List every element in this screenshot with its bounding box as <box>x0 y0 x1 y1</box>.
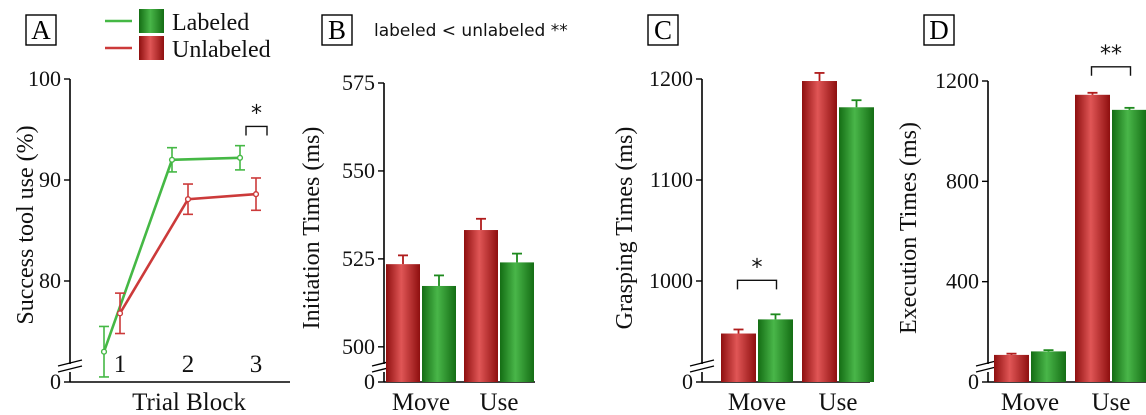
panel-d-bar-unlabeled-move <box>994 354 1029 382</box>
panel-a-y-tick-label: 90 <box>39 167 61 192</box>
panel-c-y-tick-label: 0 <box>682 369 693 394</box>
panel-a-ylabel: Success tool use (%) <box>13 125 39 324</box>
panel-d-significance-bracket <box>1090 66 1132 76</box>
panel-label-D: D <box>923 14 955 46</box>
svg-text:A: A <box>31 15 51 45</box>
panel-a-x-tick-label: 1 <box>114 351 127 378</box>
panel-c-ylabel: Grasping Times (ms) <box>612 127 638 330</box>
panel-d-category-label: Move <box>1001 389 1059 415</box>
panel-d-category-label: Use <box>1092 389 1131 415</box>
panel-d-y-tick-label: 0 <box>968 369 979 394</box>
panel-b-y-tick-label: 525 <box>342 246 375 271</box>
panel-a-x-tick-label: 2 <box>182 351 195 378</box>
panel-a-point <box>236 154 244 161</box>
panel-c-y-tick-label: 1000 <box>649 268 693 293</box>
panel-d-y-tick-label: 1200 <box>935 68 979 93</box>
legend: Labeled Unlabeled <box>105 9 271 63</box>
panel-c-bar-labeled-move <box>758 319 793 382</box>
svg-text:B: B <box>328 15 346 45</box>
panel-a-significance-text: * <box>251 101 262 126</box>
panel-a-y-tick-label: 0 <box>50 369 61 394</box>
panel-a-point <box>168 156 176 163</box>
panel-b-category-label: Move <box>392 389 450 415</box>
panel-b-axis-break-gap <box>372 364 396 372</box>
panel-label-A: A <box>25 14 57 46</box>
panel-a-series-line-labeled <box>102 156 241 353</box>
legend-labeled-label: Labeled <box>172 10 249 36</box>
panel-b-category-label: Use <box>480 389 519 415</box>
svg-text:C: C <box>654 15 672 45</box>
panel-b-y-tick-label: 0 <box>364 369 375 394</box>
panel-d-bar-labeled-use <box>1112 109 1146 383</box>
panel-d-axis-break-gap <box>976 364 1000 372</box>
panel-b-note: labeled < unlabeled ** <box>374 21 568 41</box>
panel-a-point <box>184 196 192 203</box>
panel-a-axis-break <box>57 365 83 373</box>
panel-a-point <box>100 348 108 355</box>
panel-c-category-label: Use <box>819 389 858 415</box>
panel-c-category-label: Move <box>728 389 786 415</box>
panel-b-bar-labeled-move <box>422 285 456 382</box>
panel-c-significance-text: * <box>752 255 763 280</box>
legend-unlabeled-swatch <box>139 36 164 60</box>
panel-d-y-tick-label: 800 <box>946 168 979 193</box>
panel-a-y-tick-label: 100 <box>28 66 61 91</box>
panel-d-significance-text: ** <box>1100 42 1122 67</box>
panel-c-significance-bracket <box>736 279 778 290</box>
panel-d-bar-unlabeled-use <box>1075 94 1110 382</box>
panel-c-bar-labeled-use <box>839 107 874 382</box>
panel-b-ylabel: Initiation Times (ms) <box>299 127 325 330</box>
panel-a-x-tick-label: 3 <box>250 351 263 378</box>
panel-c-bar-unlabeled-move <box>721 333 756 382</box>
panel-a-axis-break <box>57 359 83 367</box>
panel-a-axis-break-gap <box>58 364 82 372</box>
panel-b-bar-unlabeled-use <box>464 230 498 382</box>
panel-label-B: B <box>321 14 353 46</box>
legend-unlabeled-label: Unlabeled <box>172 37 271 63</box>
panel-a-y-tick-label: 80 <box>39 268 61 293</box>
panel-c-axis-break-gap <box>690 364 714 372</box>
panel-a-significance-bracket <box>245 125 268 136</box>
panel-a-point <box>116 310 124 317</box>
panel-c-bar-unlabeled-use <box>802 81 837 383</box>
legend-labeled-swatch <box>139 9 164 33</box>
panel-b-y-tick-label: 575 <box>342 70 375 95</box>
svg-text:D: D <box>929 15 949 45</box>
panel-b-bar-labeled-use <box>500 262 534 382</box>
panel-label-C: C <box>647 14 679 46</box>
panel-c-axis-break <box>689 359 715 367</box>
panel-b-y-tick-label: 500 <box>342 334 375 359</box>
panel-a-point <box>252 191 260 198</box>
panel-b-y-tick-label: 550 <box>342 158 375 183</box>
panel-c-y-tick-label: 1200 <box>649 66 693 91</box>
panel-d-y-tick-label: 400 <box>946 269 979 294</box>
panel-a-xlabel: Trial Block <box>132 389 246 415</box>
panel-c-axis-break <box>689 365 715 373</box>
panel-d-ylabel: Execution Times (ms) <box>896 122 922 334</box>
panel-c-y-tick-label: 1100 <box>650 167 693 192</box>
panel-b-bar-unlabeled-move <box>386 264 420 382</box>
panel-d-bar-labeled-move <box>1031 351 1066 382</box>
